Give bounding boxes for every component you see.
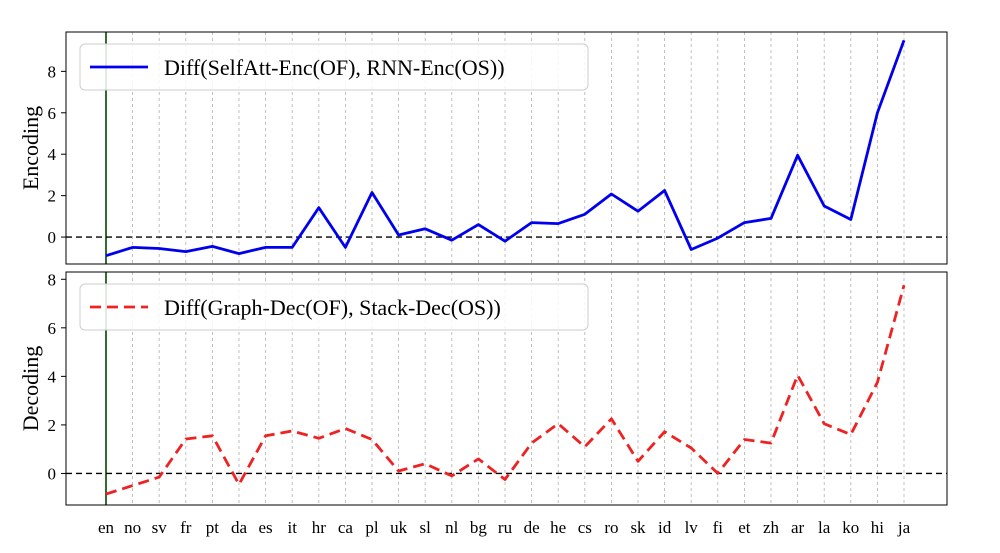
x-tick-label: zh xyxy=(763,518,780,537)
y-tick-label: 2 xyxy=(48,187,57,206)
legend-label: Diff(SelfAtt-Enc(OF), RNN-Enc(OS)) xyxy=(164,55,505,80)
x-tick-label: nl xyxy=(445,518,459,537)
x-tick-label: no xyxy=(124,518,141,537)
x-tick-label: it xyxy=(287,518,297,537)
y-tick-label: 0 xyxy=(48,464,57,483)
legend-label: Diff(Graph-Dec(OF), Stack-Dec(OS)) xyxy=(164,295,501,320)
y-tick-label: 8 xyxy=(48,270,57,289)
series-line xyxy=(105,284,906,496)
x-tick-label: fr xyxy=(180,518,192,537)
x-tick-label: ko xyxy=(842,518,859,537)
x-tick-label: uk xyxy=(390,518,408,537)
x-tick-label: da xyxy=(231,518,248,537)
y-tick-label: 6 xyxy=(48,104,57,123)
x-tick-label: sk xyxy=(630,518,646,537)
x-tick-label: la xyxy=(818,518,831,537)
x-tick-label: he xyxy=(550,518,566,537)
legend-box xyxy=(79,283,589,331)
x-tick-label: es xyxy=(259,518,273,537)
x-tick-label: en xyxy=(98,518,115,537)
axes-frame xyxy=(65,31,948,265)
y-tick-label: 8 xyxy=(48,62,57,81)
y-axis-label: Encoding xyxy=(18,106,43,190)
x-tick-label: sv xyxy=(152,518,168,537)
x-tick-label: id xyxy=(658,518,672,537)
x-tick-label: ca xyxy=(338,518,354,537)
x-tick-label: fi xyxy=(713,518,724,537)
x-tick-label: sl xyxy=(420,518,432,537)
y-tick-label: 2 xyxy=(48,416,57,435)
encoding-panel: 0 2 4 6 8 Encoding Diff(SelfAtt-Enc(OF), RNN-E… xyxy=(18,31,948,265)
x-tick-label: bg xyxy=(470,518,488,537)
y-tick-label: 0 xyxy=(48,228,57,247)
x-tick-label: hi xyxy=(871,518,885,537)
series-line xyxy=(105,39,906,258)
decoding-panel: 0 2 4 6 8 Decoding Diff(Graph-Dec(OF), Stack-D… xyxy=(18,270,948,537)
x-tick-label: ro xyxy=(604,518,618,537)
x-tick-label: ar xyxy=(791,518,805,537)
x-tick-label: pt xyxy=(206,518,220,537)
x-tick-label: de xyxy=(524,518,540,537)
x-tick-label: ru xyxy=(498,518,513,537)
y-axis-label: Decoding xyxy=(18,346,43,432)
y-tick-label: 4 xyxy=(48,367,57,386)
x-tick-label: pl xyxy=(365,518,379,537)
x-tick-label: cs xyxy=(578,518,592,537)
x-tick-label: lv xyxy=(685,518,699,537)
y-tick-label: 6 xyxy=(48,319,57,338)
x-tick-label: et xyxy=(738,518,751,537)
x-tick-label: hr xyxy=(312,518,327,537)
axes-frame xyxy=(65,271,948,506)
x-tick-label: ja xyxy=(897,518,911,537)
legend-box xyxy=(79,43,589,91)
y-tick-label: 4 xyxy=(48,145,57,164)
